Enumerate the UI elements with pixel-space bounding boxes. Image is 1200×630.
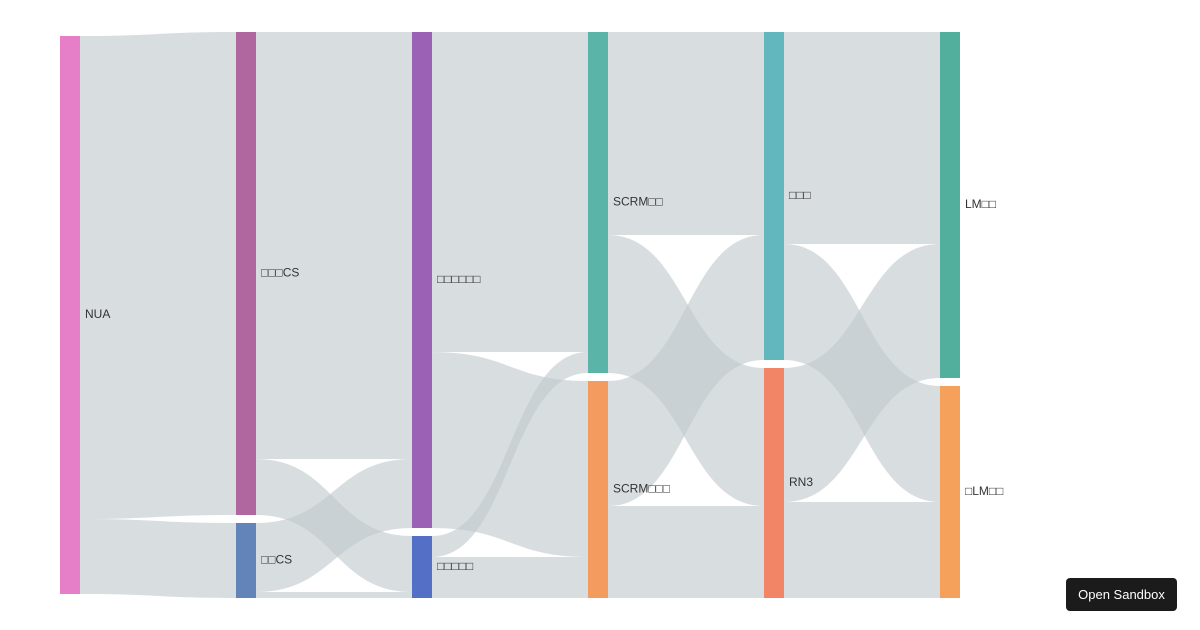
link-E-G[interactable] xyxy=(608,32,764,235)
link-C-E[interactable] xyxy=(432,32,588,352)
node-D[interactable] xyxy=(412,536,432,598)
sankey-links xyxy=(80,32,940,598)
link-G-I[interactable] xyxy=(784,32,940,244)
node-A[interactable] xyxy=(236,32,256,515)
node-label-G: □□□ xyxy=(789,188,811,202)
link-A-C[interactable] xyxy=(256,32,412,459)
node-label-D: □□□□□ xyxy=(437,559,473,573)
node-label-F: SCRM□□□ xyxy=(613,482,670,496)
sankey-nodes: NUA□□□CS□□CS□□□□□□□□□□□SCRM□□SCRM□□□□□□R… xyxy=(60,32,1003,598)
node-label-B: □□CS xyxy=(261,553,292,567)
node-H[interactable] xyxy=(764,368,784,598)
node-label-C: □□□□□□ xyxy=(437,272,481,286)
node-E[interactable] xyxy=(588,32,608,373)
link-F-H[interactable] xyxy=(608,506,764,598)
node-J[interactable] xyxy=(940,386,960,598)
link-H-I[interactable] xyxy=(784,244,940,502)
node-I[interactable] xyxy=(940,32,960,378)
link-F-G[interactable] xyxy=(608,235,764,506)
link-B-D[interactable] xyxy=(256,592,412,598)
link-D-F[interactable] xyxy=(432,557,588,598)
link-B-C[interactable] xyxy=(256,459,412,592)
node-F[interactable] xyxy=(588,381,608,598)
open-sandbox-button[interactable]: Open Sandbox xyxy=(1066,578,1177,611)
link-NUA-B[interactable] xyxy=(80,519,236,598)
link-H-J[interactable] xyxy=(784,502,940,598)
node-label-I: LM□□ xyxy=(965,197,996,211)
node-C[interactable] xyxy=(412,32,432,528)
node-B[interactable] xyxy=(236,523,256,598)
node-label-E: SCRM□□ xyxy=(613,195,663,209)
node-label-H: RN3 xyxy=(789,475,813,489)
node-label-A: □□□CS xyxy=(261,266,299,280)
node-label-J: □LM□□ xyxy=(965,484,1003,498)
link-D-E[interactable] xyxy=(432,352,588,557)
link-NUA-A[interactable] xyxy=(80,32,236,519)
node-label-NUA: NUA xyxy=(85,307,110,321)
node-NUA[interactable] xyxy=(60,36,80,594)
node-G[interactable] xyxy=(764,32,784,360)
